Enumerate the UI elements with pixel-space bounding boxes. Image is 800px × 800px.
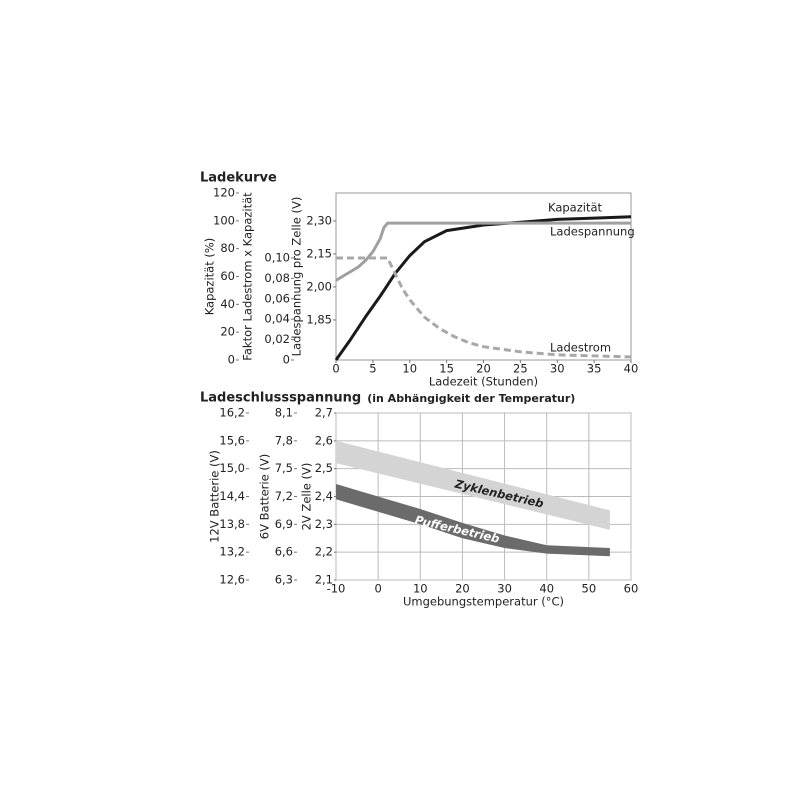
x-axis-label: Ladezeit (Stunden) <box>429 375 538 389</box>
series-label: Kapazität <box>548 201 603 215</box>
y-tick-label: 2,7 <box>315 406 333 420</box>
series-band <box>336 440 610 530</box>
y-tick-label: 13,2 <box>219 545 245 559</box>
x-tick-label: 0 <box>332 362 339 376</box>
series-label: Ladespannung <box>550 225 635 239</box>
y-tick-label: 0,04 <box>264 312 290 326</box>
y-tick-label: 6,6 <box>275 545 293 559</box>
y-tick-label: 6,9 <box>275 517 293 531</box>
y-tick-label: 40 <box>220 297 235 311</box>
x-tick-label: 35 <box>587 362 602 376</box>
x-tick-label: 30 <box>550 362 565 376</box>
x-tick-label: 5 <box>369 362 376 376</box>
x-tick-label: -10 <box>327 582 346 596</box>
y-axis-label: 12V Batterie (V) <box>208 450 222 543</box>
x-axis-label: Umgebungstemperatur (°C) <box>403 595 564 609</box>
y-tick-label: 8,1 <box>275 406 293 420</box>
y-tick-label: 120 <box>213 186 235 200</box>
x-tick-label: 15 <box>439 362 454 376</box>
y-tick-label: 2,5 <box>315 461 333 475</box>
y-tick-label: 80 <box>220 241 235 255</box>
series-line <box>334 215 632 361</box>
y-tick-label: 1,85 <box>306 312 332 326</box>
x-tick-label: 30 <box>497 582 512 596</box>
y-tick-label: 2,3 <box>315 517 333 531</box>
series-label: Ladestrom <box>550 341 611 355</box>
y-tick-label: 7,5 <box>275 461 293 475</box>
series-line <box>336 256 632 359</box>
y-axis-label: 6V Batterie (V) <box>258 454 272 539</box>
y-axis-label: Kapazität (%) <box>203 238 217 316</box>
chart-title: Ladekurve <box>200 171 277 186</box>
y-tick-label: 2,00 <box>306 279 332 293</box>
y-tick-label: 12,6 <box>219 573 245 587</box>
chart-title: Ladeschlussspannung <box>200 391 361 406</box>
y-tick-label: 14,4 <box>219 489 245 503</box>
x-tick-label: 40 <box>539 582 554 596</box>
series-line <box>335 221 631 282</box>
y-axis-label: 2V Zelle (V) <box>300 463 314 531</box>
y-axis-label: Faktor Ladestrom x Kapazität <box>241 192 255 361</box>
y-tick-label: 0 <box>283 353 290 367</box>
x-tick-label: 40 <box>624 362 639 376</box>
x-tick-label: 50 <box>582 582 597 596</box>
chart-subtitle: (in Abhängigkeit der Temperatur) <box>367 392 575 405</box>
y-tick-label: 0 <box>228 353 235 367</box>
y-tick-label: 0,02 <box>264 332 290 346</box>
y-tick-label: 7,8 <box>275 433 293 447</box>
y-tick-label: 2,15 <box>306 246 332 260</box>
y-tick-label: 2,30 <box>306 213 332 227</box>
x-tick-label: 10 <box>413 582 428 596</box>
series-label: Pufferbetrieb <box>414 513 501 546</box>
x-tick-label: 20 <box>476 362 491 376</box>
y-tick-label: 6,3 <box>275 573 293 587</box>
x-tick-label: 0 <box>374 582 381 596</box>
y-axis-label: Ladespannung pro Zelle (V) <box>290 197 304 357</box>
x-tick-label: 20 <box>455 582 470 596</box>
y-tick-label: 0,08 <box>264 271 290 285</box>
y-tick-label: 15,6 <box>219 433 245 447</box>
y-tick-label: 2,4 <box>315 489 333 503</box>
y-tick-label: 100 <box>213 213 235 227</box>
series-band <box>336 484 610 557</box>
y-tick-label: 2,2 <box>315 545 333 559</box>
y-tick-label: 7,2 <box>275 489 293 503</box>
y-tick-label: 15,0 <box>219 461 245 475</box>
y-tick-label: 20 <box>220 325 235 339</box>
x-tick-label: 25 <box>513 362 528 376</box>
y-tick-label: 13,8 <box>219 517 245 531</box>
x-tick-label: 60 <box>624 582 639 596</box>
y-tick-label: 16,2 <box>219 406 245 420</box>
y-tick-label: 2,1 <box>315 573 333 587</box>
x-tick-label: 10 <box>402 362 417 376</box>
y-tick-label: 2,6 <box>315 433 333 447</box>
y-tick-label: 60 <box>220 269 235 283</box>
y-tick-label: 0,06 <box>264 291 290 305</box>
y-tick-label: 0,10 <box>264 250 290 264</box>
